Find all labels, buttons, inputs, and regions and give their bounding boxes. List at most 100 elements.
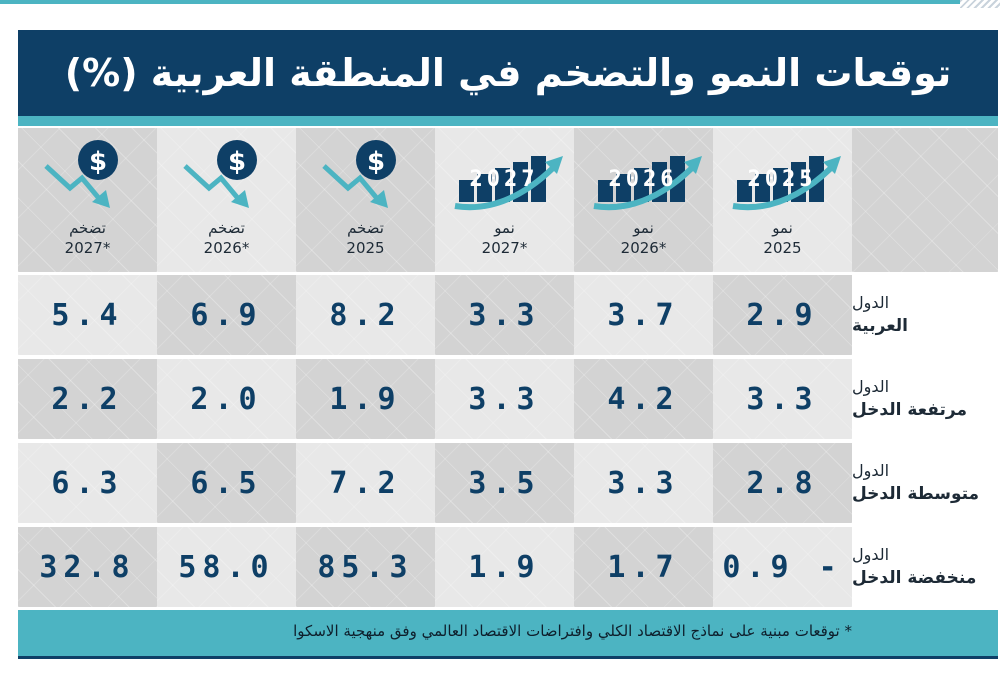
table-value: 32.8 [39, 549, 136, 585]
row-label-prefix: الدول [852, 377, 890, 396]
value-cell: 3.3 [713, 359, 852, 439]
growth-arrow-head [545, 156, 563, 174]
growth-bars-arrow-icon: 2027 [435, 128, 574, 218]
table-value: 7.2 [329, 465, 402, 501]
column-header-year: *2026 [203, 239, 250, 257]
value-cell: 3.3 [435, 359, 574, 439]
value-cell: 2.9 [713, 275, 852, 355]
value-cell: 5.4 [18, 275, 157, 355]
row-label-group: منخفضة الدخل [852, 568, 977, 588]
coin-circle [356, 140, 396, 180]
value-cell: 6.5 [157, 443, 296, 523]
coin-circle [217, 140, 257, 180]
value-cell: 6.3 [18, 443, 157, 523]
growth-bar [634, 168, 649, 202]
table-value: 8.2 [329, 297, 402, 333]
table-value: 1.7 [607, 549, 680, 585]
dollar-down-arrow-icon: $ [18, 128, 157, 218]
table-value: 2.8 [746, 465, 819, 501]
year-badge: 2025 [748, 167, 817, 192]
row-label-group: متوسطة الدخل [852, 484, 980, 504]
row-label-prefix: الدول [852, 461, 890, 480]
value-cell: 2.8 [713, 443, 852, 523]
column-header-year: 2025 [346, 239, 385, 257]
footnote-bar: * توقعات مبنية على نماذج الاقتصاد الكلي … [18, 610, 998, 656]
value-cell: 3.5 [435, 443, 574, 523]
table-value: 1.9 [468, 549, 541, 585]
value-cell: 32.8 [18, 527, 157, 607]
table-value: 3.3 [607, 465, 680, 501]
value-cell: 7.2 [296, 443, 435, 523]
table-value: 4.2 [607, 381, 680, 417]
top-accent-strip [0, 0, 1000, 4]
value-cell: 85.3 [296, 527, 435, 607]
column-header: 2027 نمو *2027 [435, 128, 574, 272]
growth-arrow-curve [454, 165, 556, 211]
column-header-label: نمو [494, 219, 515, 237]
table-value: 2.2 [51, 381, 124, 417]
decline-arrow-line [44, 164, 104, 204]
growth-bar [773, 168, 788, 202]
value-cell: 1.9 [435, 527, 574, 607]
growth-arrow-head [823, 156, 841, 174]
column-header-year: *2026 [620, 239, 667, 257]
row-label: الدول مرتفعة الدخل [852, 359, 998, 439]
value-cell: 2.0 [157, 359, 296, 439]
growth-bars-arrow-icon: 2026 [574, 128, 713, 218]
column-header-year: *2027 [481, 239, 528, 257]
value-cell: 1.7 [574, 527, 713, 607]
decline-arrow-head [231, 190, 249, 208]
column-header-label: تضخم [347, 219, 384, 237]
chart-title: توقعات النمو والتضخم في المنطقة العربية … [64, 51, 952, 95]
value-cell: 2.2 [18, 359, 157, 439]
table-value: 2.9 [746, 297, 819, 333]
row-label-prefix: الدول [852, 293, 890, 312]
table-value: 3.3 [746, 381, 819, 417]
title-underline [18, 116, 998, 126]
value-cell: 8.2 [296, 275, 435, 355]
column-header-label: تضخم [69, 219, 106, 237]
table-value: 6.5 [190, 465, 263, 501]
table-value: 85.3 [317, 549, 414, 585]
growth-bar [616, 174, 631, 202]
growth-bar [737, 180, 752, 202]
table-value: 6.9 [190, 297, 263, 333]
value-cell: 1.9 [296, 359, 435, 439]
row-label-group: مرتفعة الدخل [852, 400, 967, 420]
footer-rule [18, 656, 998, 659]
value-cell: 4.2 [574, 359, 713, 439]
table-value: 3.3 [468, 297, 541, 333]
dollar-sign: $ [367, 147, 385, 177]
header-corner-cell [852, 128, 998, 272]
dollar-sign: $ [89, 147, 107, 177]
value-cell: 58.0 [157, 527, 296, 607]
dollar-down-arrow-icon: $ [157, 128, 296, 218]
coin-circle [78, 140, 118, 180]
column-header-label: نمو [772, 219, 793, 237]
row-label-prefix: الدول [852, 545, 890, 564]
column-header: $ تضخم *2026 [157, 128, 296, 272]
value-cell: 0.9 - [713, 527, 852, 607]
table-value: 6.3 [51, 465, 124, 501]
growth-bar [477, 174, 492, 202]
year-badge: 2026 [609, 167, 678, 192]
column-header-label: تضخم [208, 219, 245, 237]
growth-bar [755, 174, 770, 202]
data-table: 2025 نمو 2025 2026 نمو *2026 2027 نمو *2027 $ تضخم… [18, 128, 998, 608]
table-value: 2.0 [190, 381, 263, 417]
table-value: 1.9 [329, 381, 402, 417]
row-label: الدول متوسطة الدخل [852, 443, 998, 523]
decline-arrow-head [370, 190, 388, 208]
growth-arrow-curve [593, 165, 695, 211]
footnote-text: * توقعات مبنية على نماذج الاقتصاد الكلي … [293, 622, 852, 640]
column-header: 2025 نمو 2025 [713, 128, 852, 272]
growth-bars-arrow-icon: 2025 [713, 128, 852, 218]
table-value: 58.0 [178, 549, 275, 585]
corner-decoration [960, 0, 1000, 8]
growth-arrow-head [684, 156, 702, 174]
row-label: الدول العربية [852, 275, 998, 355]
growth-bar [598, 180, 613, 202]
value-cell: 6.9 [157, 275, 296, 355]
column-header-label: نمو [633, 219, 654, 237]
value-cell: 3.7 [574, 275, 713, 355]
